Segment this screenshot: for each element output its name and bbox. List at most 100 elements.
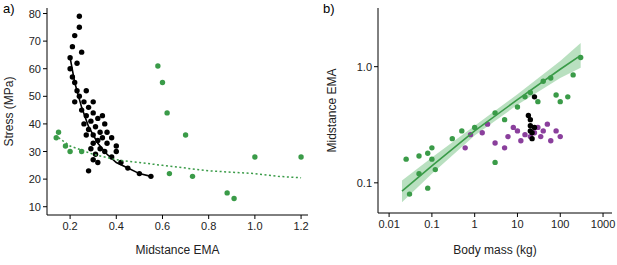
x-tick-label: 10 [511,218,523,230]
point [462,145,467,150]
point [450,136,455,141]
point [492,140,497,145]
point [86,168,91,173]
point [545,121,550,126]
point [407,191,412,196]
y-tick [43,13,47,14]
point [90,157,95,162]
point [104,141,109,146]
point [515,128,520,133]
point [231,196,236,201]
y-axis-label: Stress (MPa) [2,76,16,146]
y-tick-label: 1.0 [357,61,372,73]
x-tick [116,215,117,219]
y-tick [43,151,47,152]
point [114,149,119,154]
point [77,14,82,19]
x-axis-label: Midstance EMA [135,243,219,257]
point [528,123,533,128]
x-tick [70,215,71,219]
point [403,156,408,161]
point [88,118,93,123]
x-tick [208,215,209,219]
x-tick [603,213,604,217]
point [190,174,195,179]
x-axis-line [378,213,612,214]
x-tick-label: 0.8 [201,220,216,232]
point [492,160,497,165]
point [553,128,558,133]
point [70,44,75,49]
y-tick [43,41,47,42]
x-tick [474,213,475,217]
point [84,132,89,137]
point [104,130,109,135]
point [459,128,464,133]
point [72,99,77,104]
point [570,72,575,77]
x-tick-label: 1.0 [247,220,262,232]
point [522,132,527,137]
y-tick-label: 80 [29,8,41,20]
x-tick [517,213,518,217]
y-tick [43,96,47,97]
point [515,104,520,109]
point [100,113,105,118]
x-tick [389,213,390,217]
fit-line [402,55,581,191]
point [84,88,89,93]
x-tick [254,215,255,219]
point [88,146,93,151]
panel-title: a) [3,1,15,16]
point [528,117,533,122]
point [74,61,79,66]
point [548,138,553,143]
x-axis-label: Body mass (kg) [453,243,536,257]
point [183,132,188,137]
point [541,128,546,133]
point [553,92,558,97]
plot-area [402,43,583,202]
x-tick-label: 1 [472,218,478,230]
point [298,154,303,159]
fit-line [70,58,151,177]
y-axis-line [47,8,48,215]
x-tick-label: 0.2 [62,220,77,232]
point [114,143,119,148]
point [102,121,107,126]
y-tick-label: 30 [29,146,41,158]
point [160,80,165,85]
point [518,138,523,143]
y-tick [43,123,47,124]
point [86,105,91,110]
x-tick [560,213,561,217]
point [505,134,510,139]
point [90,110,95,115]
point [79,49,84,54]
point [429,156,434,161]
panel-title: b) [323,1,335,16]
point [95,160,100,165]
point [67,149,72,154]
point [535,99,540,104]
figure: 0.20.40.60.81.01.21020304050607080a)Mids… [0,0,617,265]
point [558,134,563,139]
point [529,130,534,135]
x-tick [301,215,302,219]
point [81,99,86,104]
point [429,145,434,150]
y-tick [43,68,47,69]
point [90,99,95,104]
point [502,145,507,150]
x-tick [162,215,163,219]
point [95,116,100,121]
y-tick [374,182,378,183]
point [416,153,421,158]
point [538,134,543,139]
y-tick-label: 70 [29,35,41,47]
y-tick-label: 10 [29,201,41,213]
point [433,167,438,172]
y-tick [43,179,47,180]
y-axis-line [378,8,379,213]
point [100,135,105,140]
